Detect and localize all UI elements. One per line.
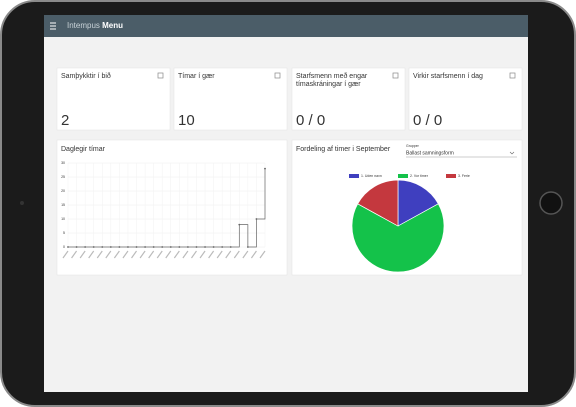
card-value: 10	[178, 112, 195, 129]
card	[56, 67, 171, 131]
data-point	[92, 246, 95, 248]
card	[291, 67, 406, 131]
x-tick-label	[208, 250, 215, 259]
data-point	[118, 246, 121, 248]
card-value: 0 / 0	[413, 112, 442, 129]
legend-label: 1. Uden navn	[361, 174, 382, 178]
menu-icon[interactable]	[50, 22, 56, 30]
y-tick-label: 25	[61, 175, 65, 179]
home-button[interactable]	[539, 191, 563, 215]
open-icon[interactable]	[274, 72, 281, 79]
y-tick-label: 5	[63, 231, 65, 235]
x-tick-label	[173, 250, 180, 259]
data-point	[169, 246, 172, 248]
data-line	[68, 168, 266, 248]
data-point	[101, 246, 104, 248]
x-tick-label	[131, 250, 138, 259]
pie-slice	[397, 179, 439, 227]
x-tick-label	[165, 250, 172, 259]
card-value: 2	[61, 112, 69, 129]
data-point	[212, 246, 215, 248]
data-point	[135, 246, 138, 248]
card-title-line: tímaskráningar í gær	[296, 81, 361, 88]
card-title: Starfsmenn með engar tímaskráningar í gær	[296, 72, 368, 88]
x-tick-label	[199, 250, 206, 259]
x-tick-label	[105, 250, 112, 259]
data-point	[204, 246, 206, 248]
chart-title: Daglegir tímar	[61, 146, 106, 153]
card	[56, 139, 288, 276]
x-tick-label	[190, 250, 197, 259]
x-tick-label	[259, 250, 266, 259]
brand: Intempus Menu	[67, 21, 123, 30]
data-point	[144, 246, 146, 248]
legend-label: 2. Vor timer	[410, 174, 429, 178]
data-point	[264, 167, 266, 170]
data-point	[246, 246, 249, 248]
card	[408, 67, 523, 131]
x-tick-label	[225, 250, 232, 259]
top-bar	[44, 15, 528, 37]
data-point	[152, 246, 155, 248]
data-point	[67, 246, 69, 248]
y-tick-label: 20	[61, 189, 65, 193]
x-tick-label	[242, 250, 249, 259]
x-tick-label	[250, 250, 257, 259]
card-title: Virkir starfsmenn í dag	[413, 73, 483, 80]
data-point	[84, 246, 87, 248]
chart-title: Fordeling af timer i September	[296, 146, 391, 153]
legend-swatch	[446, 174, 456, 178]
open-icon[interactable]	[509, 72, 516, 79]
y-tick-label: 0	[63, 245, 65, 249]
open-icon[interactable]	[392, 72, 399, 79]
data-point	[229, 246, 232, 248]
x-tick-label	[79, 250, 86, 259]
card-title: Tímar í gær	[178, 73, 215, 80]
card-title-line: Starfsmenn með engar	[296, 72, 368, 80]
card-title: Samþykktir í bið	[61, 72, 111, 80]
select-label: Grupper	[406, 144, 420, 148]
select-chevron	[509, 151, 515, 155]
x-tick-label	[182, 250, 189, 259]
data-point	[187, 246, 189, 248]
x-tick-label	[156, 250, 163, 259]
x-tick-label	[216, 250, 223, 259]
x-tick-label	[113, 250, 120, 259]
data-point	[255, 218, 258, 220]
x-tick-label	[62, 250, 69, 259]
x-tick-label	[233, 250, 240, 259]
y-tick-label: 10	[61, 217, 65, 221]
data-point	[127, 246, 129, 248]
data-point	[109, 246, 112, 248]
data-point	[178, 246, 181, 248]
x-tick-label	[139, 250, 146, 259]
x-tick-label	[122, 250, 129, 259]
menu-label[interactable]: Menu	[102, 21, 123, 30]
card	[173, 67, 288, 131]
x-tick-label	[96, 250, 103, 259]
data-point	[238, 223, 241, 226]
data-point	[195, 246, 198, 248]
legend-swatch	[349, 174, 359, 178]
x-tick-label	[148, 250, 155, 259]
data-point	[161, 246, 164, 248]
y-tick-label: 30	[61, 161, 65, 165]
x-tick-label	[88, 250, 95, 259]
pie-slice	[357, 179, 399, 227]
data-point	[221, 246, 224, 248]
data-point	[75, 246, 78, 248]
select-value[interactable]: Ballast samningsform	[406, 150, 454, 156]
card-value: 0 / 0	[296, 112, 325, 129]
pie-slice	[351, 203, 445, 273]
x-tick-label	[71, 250, 78, 259]
open-icon[interactable]	[157, 72, 164, 79]
brand-name: Intempus	[67, 21, 100, 30]
y-tick-label: 15	[61, 203, 65, 207]
legend-label: 3. Ferie	[458, 174, 470, 178]
legend-swatch	[398, 174, 408, 178]
camera	[20, 201, 24, 205]
